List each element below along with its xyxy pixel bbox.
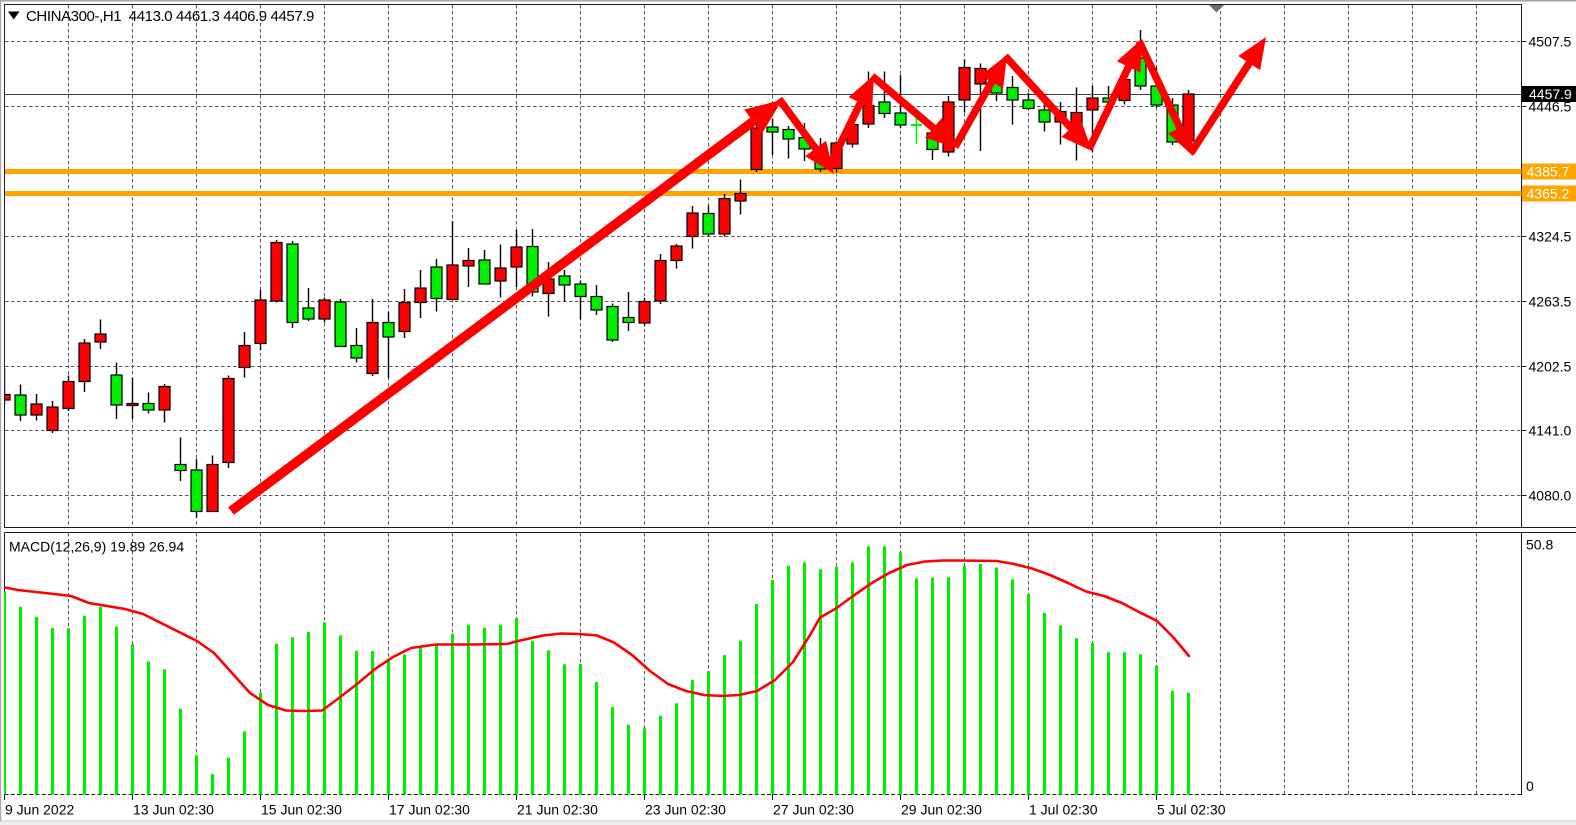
svg-text:4080.0: 4080.0 [1529,488,1572,504]
svg-text:17 Jun 02:30: 17 Jun 02:30 [389,802,470,818]
svg-text:9 Jun 2022: 9 Jun 2022 [5,802,74,818]
svg-text:1 Jul 02:30: 1 Jul 02:30 [1029,802,1098,818]
svg-text:4141.0: 4141.0 [1529,423,1572,439]
svg-text:15 Jun 02:30: 15 Jun 02:30 [261,802,342,818]
svg-text:4324.5: 4324.5 [1529,229,1572,245]
svg-text:21 Jun 02:30: 21 Jun 02:30 [517,802,598,818]
svg-text:27 Jun 02:30: 27 Jun 02:30 [773,802,854,818]
svg-text:MACD(12,26,9) 19.89 26.94: MACD(12,26,9) 19.89 26.94 [9,539,184,555]
svg-text:50.8: 50.8 [1526,537,1553,553]
svg-text:4385.7: 4385.7 [1527,163,1570,179]
svg-text:5 Jul 02:30: 5 Jul 02:30 [1157,802,1226,818]
svg-text:4263.5: 4263.5 [1529,294,1572,310]
svg-text:0: 0 [1526,778,1534,794]
svg-text:23 Jun 02:30: 23 Jun 02:30 [645,802,726,818]
svg-text:4507.5: 4507.5 [1529,34,1572,50]
svg-text:4457.9: 4457.9 [1529,86,1572,102]
svg-text:4446.5: 4446.5 [1529,99,1572,115]
svg-text:CHINA300-,H1 4413.0 4461.3 44: CHINA300-,H1 4413.0 4461.3 4406.9 4457.9 [26,8,314,25]
svg-text:4365.2: 4365.2 [1527,185,1570,201]
svg-text:13 Jun 02:30: 13 Jun 02:30 [133,802,214,818]
svg-text:29 Jun 02:30: 29 Jun 02:30 [901,802,982,818]
svg-text:4202.5: 4202.5 [1529,359,1572,375]
